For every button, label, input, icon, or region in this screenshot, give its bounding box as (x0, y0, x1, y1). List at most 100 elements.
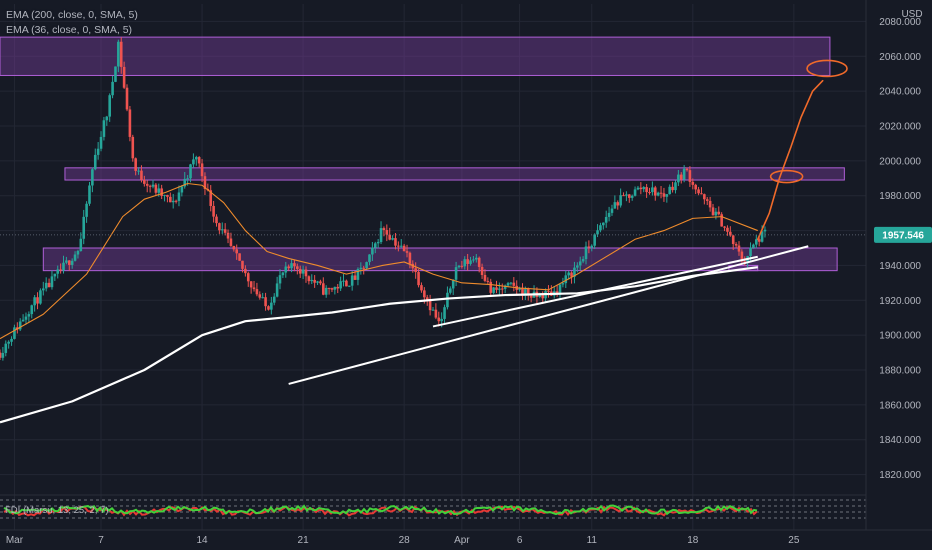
candle-body (82, 216, 86, 239)
price-tick-label: 2000.000 (879, 156, 921, 167)
time-tick-label: 21 (298, 535, 310, 546)
candle-body (607, 212, 611, 217)
candle-body (688, 170, 692, 182)
candle-body (88, 185, 91, 204)
candle-body (639, 187, 643, 190)
candle-body (244, 268, 247, 274)
candle-body (610, 208, 614, 213)
candle-body (495, 287, 498, 290)
candle-body (183, 178, 187, 187)
candle-body (472, 259, 475, 261)
candle-body (56, 269, 60, 274)
candle-body (714, 211, 718, 216)
price-zone (0, 36, 831, 76)
candle-body (633, 189, 637, 196)
candle-body (65, 260, 68, 263)
candle-body (293, 263, 296, 267)
candle-body (700, 193, 703, 195)
candle-body (405, 251, 409, 253)
candle-body (399, 245, 403, 247)
candle-body (125, 87, 129, 110)
candle-body (255, 289, 259, 295)
candle-body (524, 288, 527, 296)
price-tick-label: 2060.000 (879, 52, 921, 63)
target-circle (806, 59, 848, 78)
candle-body (13, 327, 16, 339)
candle-body (656, 192, 660, 196)
candle-body (449, 288, 452, 293)
candle-body (229, 238, 233, 246)
candle-body (186, 178, 189, 180)
candle-body (134, 158, 137, 171)
candle-body (486, 280, 490, 282)
candle-body (752, 244, 755, 248)
candle-body (627, 194, 631, 198)
support-resistance-zones (0, 36, 845, 272)
candle-body (602, 222, 605, 226)
candle-body (0, 352, 2, 358)
candle-body (691, 181, 695, 185)
price-tick-label: 1820.000 (879, 470, 921, 481)
candle-body (454, 267, 458, 280)
candle-body (414, 268, 417, 273)
candle-body (475, 257, 478, 260)
candle-body (99, 136, 103, 149)
candlestick-series (0, 37, 767, 361)
candle-body (353, 275, 357, 280)
candle-body (518, 287, 521, 290)
candle-body (613, 202, 617, 209)
candle-body (604, 216, 608, 223)
candle-body (301, 269, 305, 274)
candle-body (362, 267, 366, 269)
candle-body (177, 192, 181, 201)
candle-body (402, 245, 406, 252)
candle-body (590, 245, 594, 248)
time-tick-label: Mar (6, 535, 24, 546)
candle-body (596, 230, 599, 235)
candle-body (21, 319, 25, 322)
candle-body (431, 309, 435, 311)
candle-body (1, 352, 5, 358)
candle-body (296, 266, 299, 269)
candle-body (171, 200, 175, 203)
candle-body (625, 194, 628, 196)
candle-body (93, 154, 97, 170)
candle-body (417, 272, 420, 286)
last-price-tag (874, 226, 932, 243)
candle-body (541, 293, 544, 299)
price-zone (64, 167, 845, 181)
candle-body (258, 294, 262, 298)
candle-body (763, 229, 767, 232)
candle-body (425, 297, 429, 301)
ema-200-legend[interactable]: EMA (200, close, 0, SMA, 5) (6, 9, 138, 21)
candle-body (50, 276, 54, 288)
candle-body (157, 188, 161, 193)
trendline-drawings[interactable] (288, 245, 809, 385)
candle-body (137, 170, 140, 172)
candle-body (24, 316, 28, 320)
forecast-annotations[interactable] (756, 59, 848, 241)
price-tick-label: 2080.000 (879, 17, 921, 28)
candle-body (743, 261, 747, 263)
candle-body (373, 243, 377, 248)
candle-body (558, 284, 562, 295)
candle-body (215, 216, 218, 224)
candle-body (708, 200, 712, 208)
candle-body (44, 282, 48, 289)
candle-body (4, 343, 8, 353)
candle-body (261, 297, 264, 299)
candle-body (154, 184, 158, 193)
candle-body (166, 194, 169, 197)
candle-body (578, 261, 582, 266)
candle-body (581, 259, 585, 262)
ema-36-legend[interactable]: EMA (36, close, 0, SMA, 5) (6, 24, 133, 36)
candle-body (460, 265, 464, 267)
candle-body (249, 281, 253, 288)
price-tick-label: 1980.000 (879, 191, 921, 202)
candle-body (70, 260, 74, 265)
candle-body (423, 290, 426, 298)
time-axis[interactable]: Mar 7 14 21 28 Apr 6 11 18 25 (0, 529, 932, 550)
candle-body (570, 272, 573, 277)
